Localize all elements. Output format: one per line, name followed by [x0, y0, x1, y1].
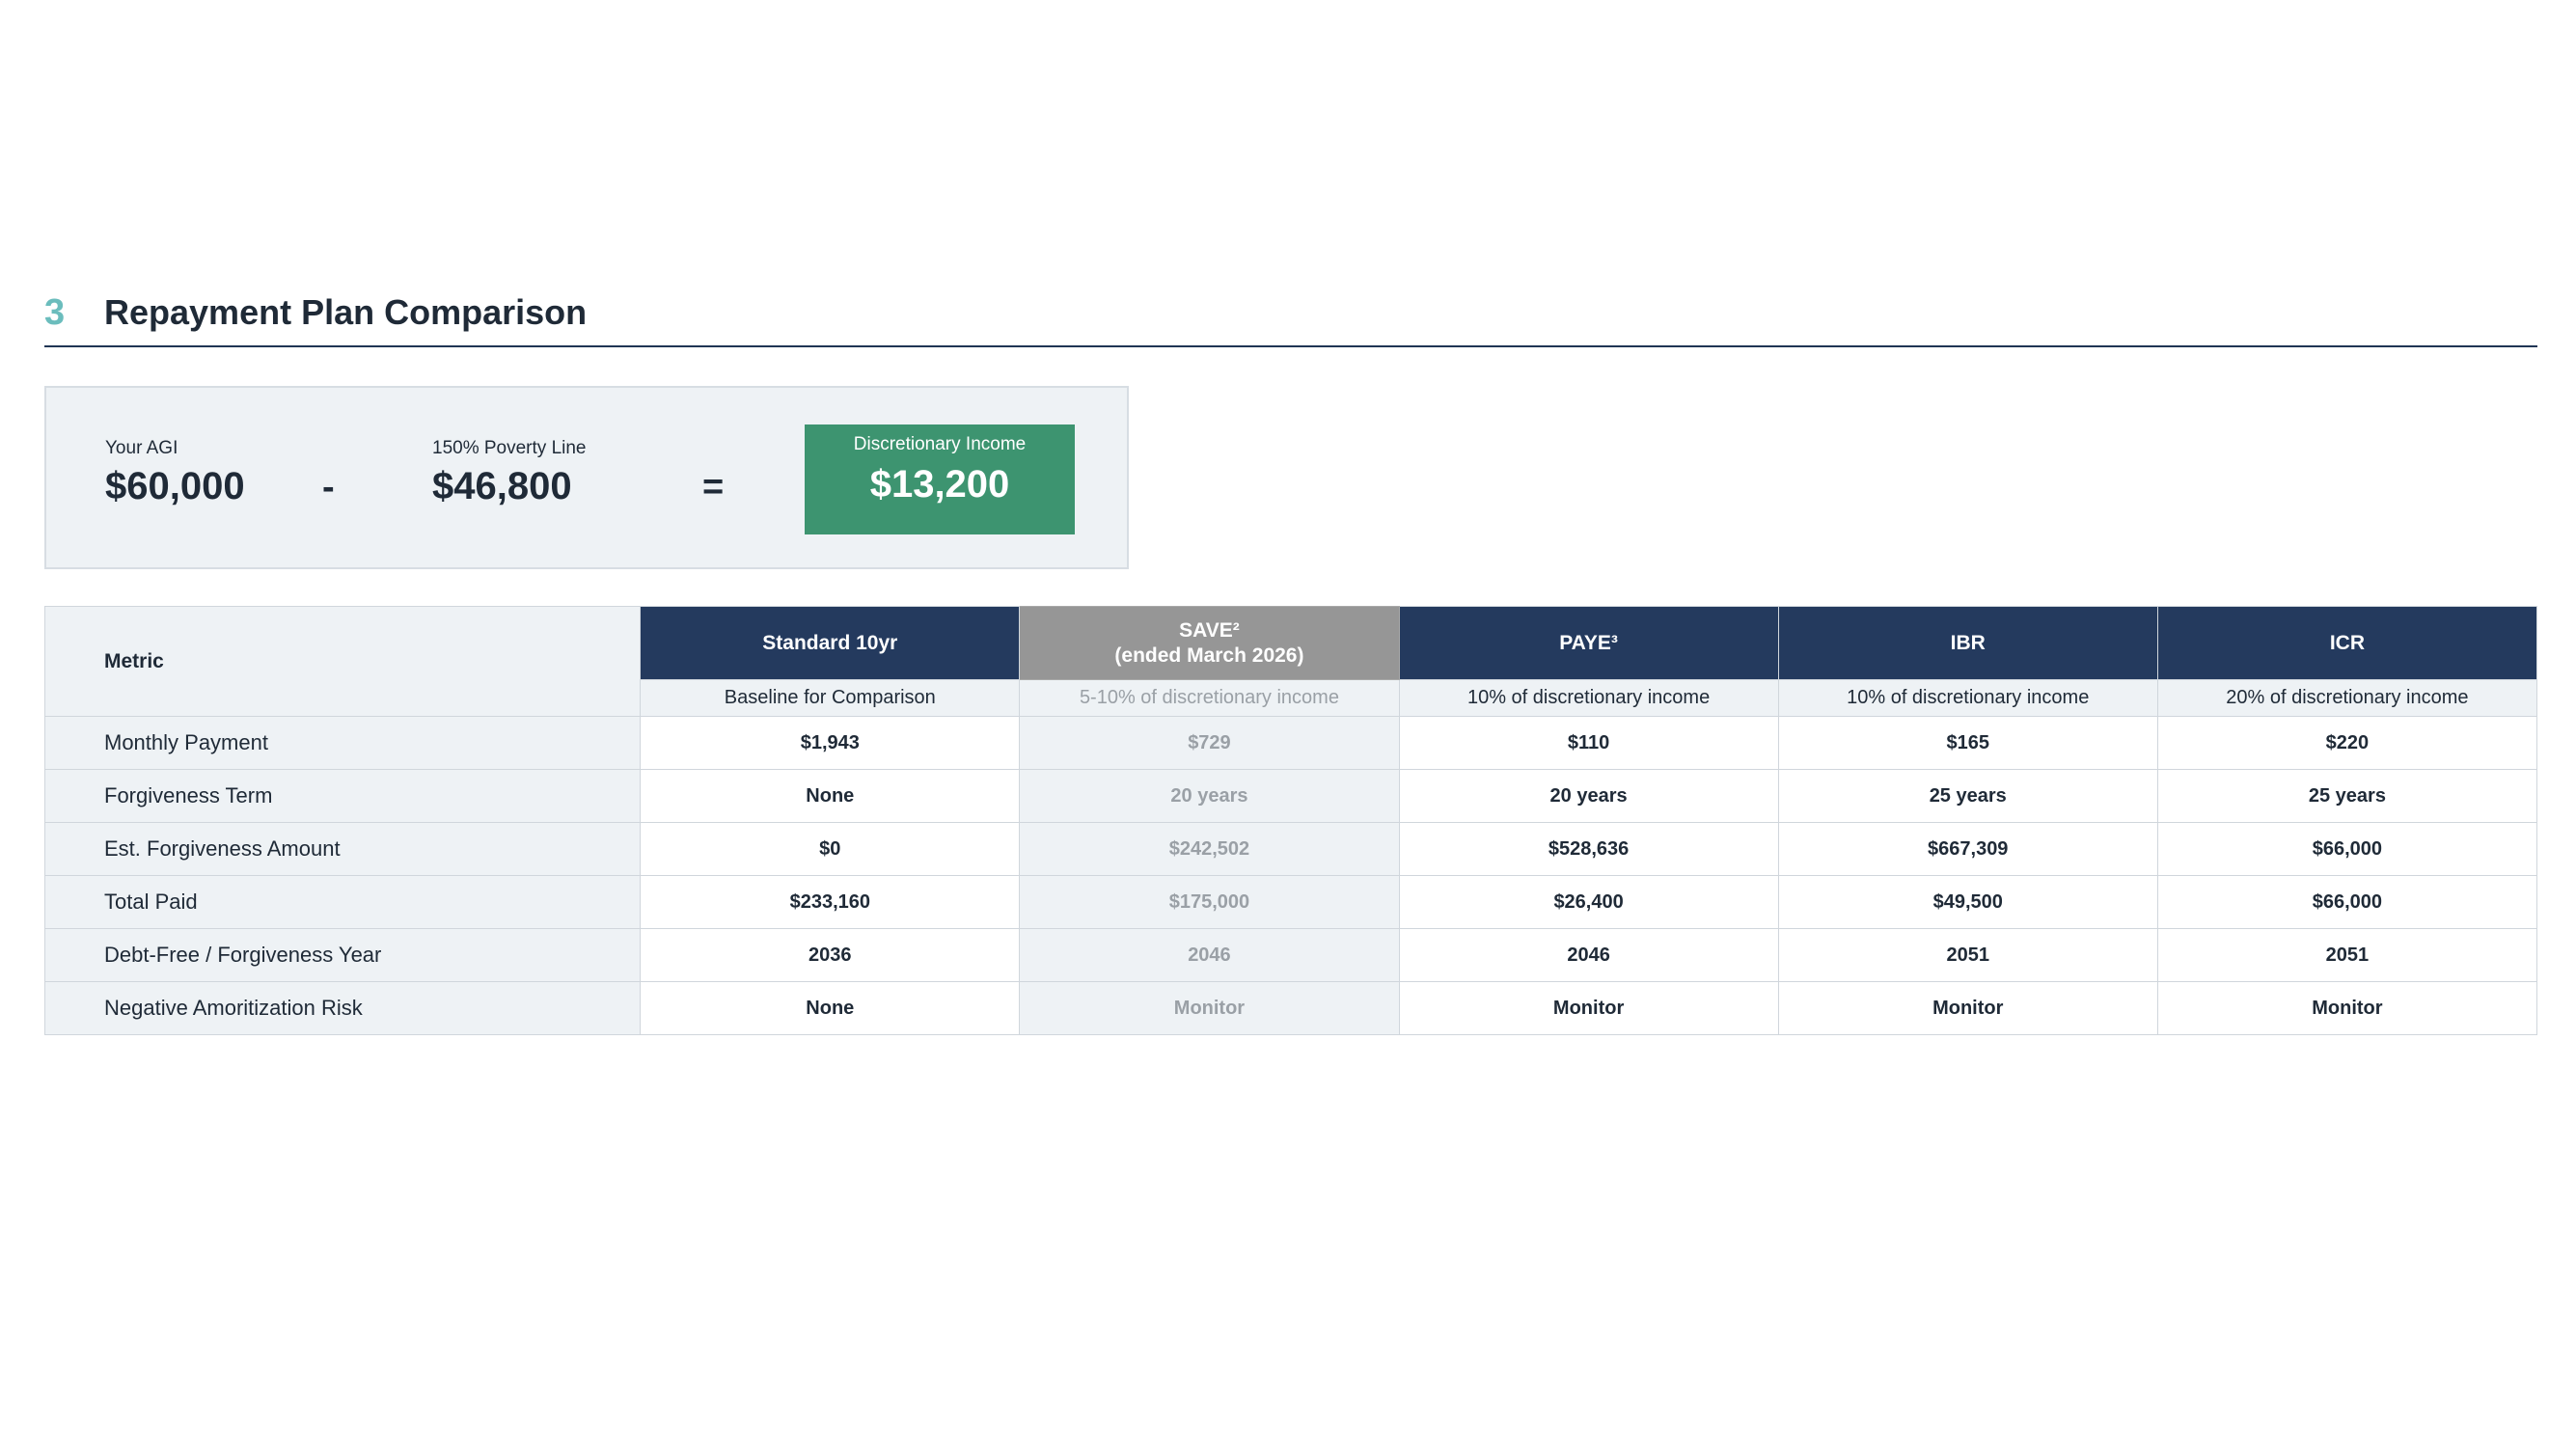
plan-subtitle: 20% of discretionary income	[2156, 679, 2538, 717]
table-cell: 2051	[1777, 928, 2158, 982]
row-label: Negative Amoritization Risk	[43, 981, 642, 1035]
row-label: Est. Forgiveness Amount	[43, 822, 642, 876]
discretionary-income-result: Discretionary Income $13,200	[805, 424, 1075, 534]
row-label: Monthly Payment	[43, 716, 642, 770]
plan-comparison-table: Metric Standard 10yr SAVE² (ended March …	[43, 606, 2538, 1035]
plan-header-paye: PAYE³	[1398, 606, 1779, 680]
table-cell: $1,943	[640, 716, 1021, 770]
table-row: Monthly Payment $1,943 $729 $110 $165 $2…	[43, 716, 2538, 770]
plan-name: IBR	[1950, 631, 1986, 654]
table-cell: 20 years	[1398, 769, 1779, 823]
table-cell: $165	[1777, 716, 2158, 770]
table-row: Est. Forgiveness Amount $0 $242,502 $528…	[43, 822, 2538, 876]
table-cell: Monitor	[1019, 981, 1400, 1035]
plan-name: PAYE³	[1559, 631, 1618, 654]
table-cell: Monitor	[2156, 981, 2538, 1035]
table-cell: Monitor	[1398, 981, 1779, 1035]
row-label: Forgiveness Term	[43, 769, 642, 823]
plan-name: Standard 10yr	[762, 631, 898, 654]
plan-header-save: SAVE² (ended March 2026)	[1019, 606, 1400, 680]
table-cell: $175,000	[1019, 875, 1400, 929]
result-value: $13,200	[869, 463, 1010, 506]
section-title: Repayment Plan Comparison	[104, 292, 588, 332]
plan-subtitle: 5-10% of discretionary income	[1019, 679, 1400, 717]
poverty-term: 150% Poverty Line $46,800	[432, 438, 587, 508]
table-row: Forgiveness Term None 20 years 20 years …	[43, 769, 2538, 823]
table-row: Debt-Free / Forgiveness Year 2036 2046 2…	[43, 928, 2538, 982]
table-cell: 2046	[1398, 928, 1779, 982]
table-cell: $66,000	[2156, 822, 2538, 876]
poverty-label: 150% Poverty Line	[432, 438, 587, 458]
metric-header: Metric	[43, 606, 642, 717]
table-cell: 25 years	[2156, 769, 2538, 823]
table-cell: $729	[1019, 716, 1400, 770]
agi-value: $60,000	[105, 465, 245, 507]
minus-operator: -	[322, 467, 335, 507]
plan-header-standard: Standard 10yr	[640, 606, 1021, 680]
plan-subtitle: 10% of discretionary income	[1398, 679, 1779, 717]
result-label: Discretionary Income	[853, 434, 1027, 454]
section-header: 3 Repayment Plan Comparison	[44, 286, 2537, 347]
poverty-value: $46,800	[432, 465, 572, 507]
section-number: 3	[44, 291, 66, 333]
table-cell: Monitor	[1777, 981, 2158, 1035]
table-cell: $528,636	[1398, 822, 1779, 876]
table-cell: $0	[640, 822, 1021, 876]
plan-header-ibr: IBR	[1777, 606, 2158, 680]
table-row: Negative Amoritization Risk None Monitor…	[43, 981, 2538, 1035]
plan-note: (ended March 2026)	[1114, 643, 1304, 667]
discretionary-income-formula: Your AGI $60,000 - 150% Poverty Line $46…	[44, 386, 1129, 569]
table-cell: None	[640, 981, 1021, 1035]
table-cell: $110	[1398, 716, 1779, 770]
plan-subtitle: Baseline for Comparison	[640, 679, 1021, 717]
table-cell: None	[640, 769, 1021, 823]
table-cell: $49,500	[1777, 875, 2158, 929]
table-row: Total Paid $233,160 $175,000 $26,400 $49…	[43, 875, 2538, 929]
row-label: Total Paid	[43, 875, 642, 929]
agi-term: Your AGI $60,000	[105, 438, 245, 508]
table-cell: $220	[2156, 716, 2538, 770]
agi-label: Your AGI	[105, 438, 178, 458]
table-cell: 2046	[1019, 928, 1400, 982]
table-cell: $242,502	[1019, 822, 1400, 876]
plan-subtitle: 10% of discretionary income	[1777, 679, 2158, 717]
table-cell: 25 years	[1777, 769, 2158, 823]
table-cell: 2051	[2156, 928, 2538, 982]
plan-name: SAVE²	[1179, 618, 1240, 642]
plan-name: ICR	[2329, 631, 2365, 654]
table-cell: $66,000	[2156, 875, 2538, 929]
equals-operator: =	[702, 467, 725, 507]
table-cell: 2036	[640, 928, 1021, 982]
row-label: Debt-Free / Forgiveness Year	[43, 928, 642, 982]
plan-header-icr: ICR	[2156, 606, 2538, 680]
table-cell: $667,309	[1777, 822, 2158, 876]
table-cell: $233,160	[640, 875, 1021, 929]
table-cell: 20 years	[1019, 769, 1400, 823]
table-cell: $26,400	[1398, 875, 1779, 929]
